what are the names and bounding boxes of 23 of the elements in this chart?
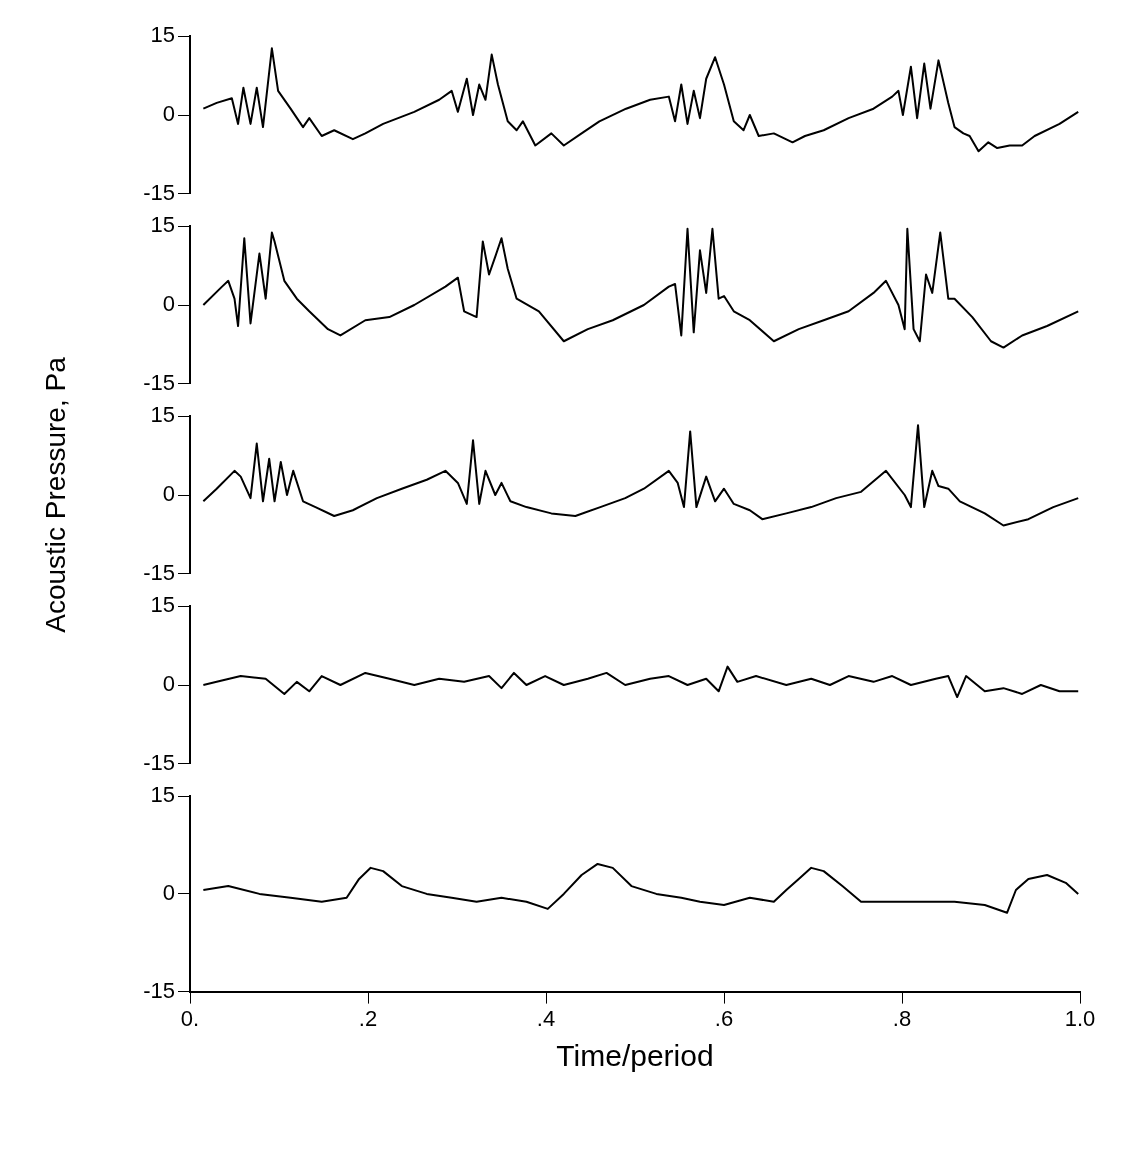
y-axis-title: Acoustic Pressure, Pa — [40, 357, 72, 633]
y-tick-label: -15 — [143, 179, 175, 205]
y-tick-label: 0 — [162, 291, 175, 317]
y-tick-label: 15 — [150, 22, 175, 48]
y-tick-label: -15 — [143, 977, 175, 1003]
y-tick-label: 0 — [162, 481, 175, 507]
y-tick-label: 0 — [162, 101, 175, 127]
x-tick-label: 1.0 — [1064, 1005, 1096, 1031]
y-tick-label: 15 — [150, 592, 175, 618]
x-axis-title: Time/period — [556, 1039, 714, 1073]
x-tick-label: .2 — [358, 1005, 378, 1031]
x-tick-label: 0. — [180, 1005, 200, 1031]
x-tick-label: .4 — [536, 1005, 556, 1031]
y-tick-label: 15 — [150, 212, 175, 238]
x-tick-label: .6 — [714, 1005, 734, 1031]
x-tick-label: .8 — [892, 1005, 912, 1031]
y-tick-label: 0 — [162, 671, 175, 697]
y-tick-label: 15 — [150, 782, 175, 808]
y-tick-label: -15 — [143, 749, 175, 775]
y-tick-label: -15 — [143, 369, 175, 395]
y-tick-label: 15 — [150, 402, 175, 428]
y-tick-label: 0 — [162, 879, 175, 905]
y-tick-label: -15 — [143, 559, 175, 585]
